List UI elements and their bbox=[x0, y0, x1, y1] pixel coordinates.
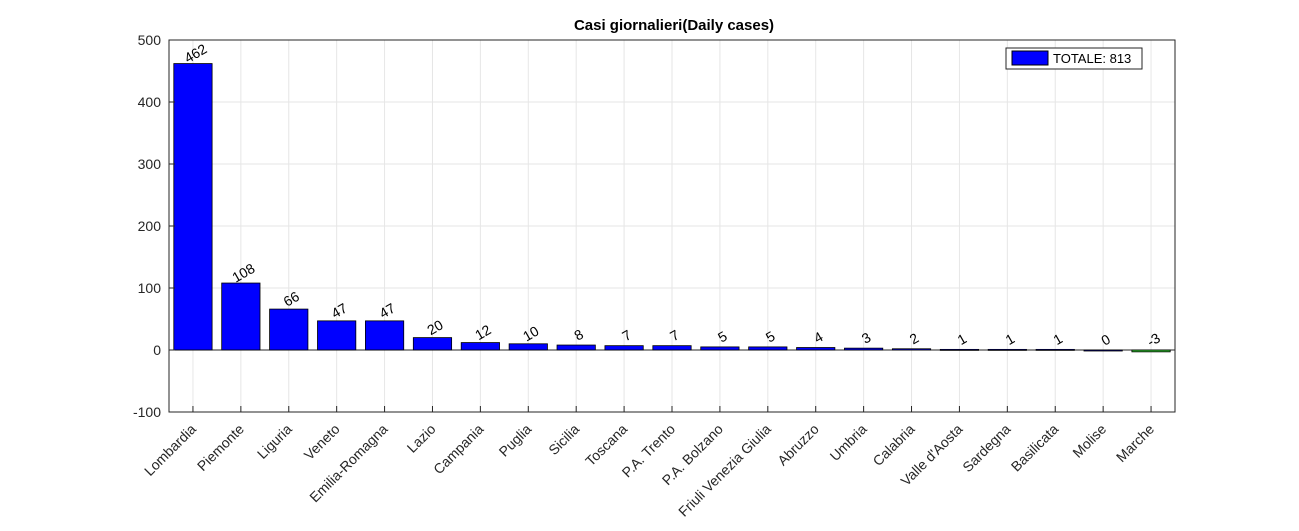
bar-value-label: 47 bbox=[328, 300, 350, 322]
bar-value-label: 0 bbox=[1098, 331, 1113, 349]
bar bbox=[604, 345, 644, 351]
y-tick-label: 0 bbox=[153, 342, 161, 358]
bar bbox=[173, 63, 213, 351]
x-tick-label: Liguria bbox=[254, 421, 295, 462]
bar bbox=[652, 345, 692, 351]
y-tick-label: 300 bbox=[138, 156, 162, 172]
x-tick-label: Sardegna bbox=[959, 421, 1013, 475]
bar bbox=[460, 342, 500, 351]
y-tick-label: 100 bbox=[138, 280, 162, 296]
bar bbox=[317, 320, 357, 351]
bar bbox=[508, 343, 548, 351]
bar-value-label: 4 bbox=[811, 328, 826, 346]
bar bbox=[412, 337, 453, 351]
bar bbox=[1131, 349, 1171, 353]
legend: TOTALE: 813 bbox=[1005, 47, 1143, 70]
bar-value-label: 47 bbox=[376, 300, 398, 322]
chart-title: Casi giornalieri(Daily cases) bbox=[574, 17, 774, 34]
bar bbox=[1035, 348, 1075, 351]
bar bbox=[365, 320, 405, 351]
bar-value-label: 66 bbox=[281, 288, 303, 310]
bar bbox=[748, 346, 788, 351]
bar-value-label: 108 bbox=[229, 260, 257, 286]
legend-label: TOTALE: 813 bbox=[1053, 51, 1131, 66]
bar-value-label: 5 bbox=[763, 328, 778, 346]
x-tick-label: Piemonte bbox=[194, 421, 247, 474]
bar-value-label: 2 bbox=[907, 329, 922, 347]
x-tick-label: Basilicata bbox=[1008, 421, 1062, 475]
grid bbox=[169, 39, 1175, 413]
bar bbox=[700, 346, 740, 351]
x-tick-label: Campania bbox=[430, 421, 487, 478]
bar bbox=[891, 348, 932, 351]
bar-value-label: 5 bbox=[715, 328, 730, 346]
bar bbox=[796, 347, 836, 351]
bar-value-label: 20 bbox=[424, 316, 446, 338]
x-tick-label: Molise bbox=[1069, 421, 1109, 461]
x-tick-label: Marche bbox=[1113, 421, 1157, 465]
y-tick-label: 200 bbox=[138, 218, 162, 234]
bar-value-label: 10 bbox=[520, 323, 542, 345]
bar-value-label: 1 bbox=[1050, 330, 1065, 348]
x-tick-label: Puglia bbox=[496, 421, 535, 460]
y-tick-label: 400 bbox=[138, 94, 162, 110]
legend-swatch bbox=[1011, 50, 1049, 66]
bar bbox=[1083, 349, 1123, 352]
x-tick-label: Lazio bbox=[404, 421, 439, 456]
x-tick-label: Veneto bbox=[301, 421, 343, 463]
bar bbox=[556, 344, 596, 351]
x-tick-label: Abruzzo bbox=[774, 421, 822, 469]
x-tick-label: Calabria bbox=[869, 421, 917, 469]
bar bbox=[987, 348, 1027, 351]
bar bbox=[844, 347, 884, 351]
bar-value-label: 8 bbox=[571, 326, 586, 344]
y-tick-label: -100 bbox=[133, 404, 161, 420]
bars bbox=[173, 63, 1171, 353]
bar bbox=[939, 348, 979, 351]
bar-value-label: 7 bbox=[619, 326, 634, 344]
x-tick-label: Sicilia bbox=[545, 421, 582, 458]
x-tick-label: Umbria bbox=[827, 421, 870, 464]
bar-value-label: 7 bbox=[667, 326, 682, 344]
bar-value-label: 1 bbox=[955, 330, 970, 348]
x-tick-label: Toscana bbox=[582, 421, 630, 469]
bar-value-label: 12 bbox=[472, 321, 494, 343]
y-axis: -100 0 100 200 300 400 500 bbox=[133, 32, 175, 420]
y-tick-label: 500 bbox=[138, 32, 162, 48]
bar bbox=[221, 282, 261, 351]
bar-value-label: 462 bbox=[181, 40, 209, 66]
bar-value-label: 3 bbox=[859, 329, 874, 347]
x-tick-label: Friuli Venezia Giulia bbox=[675, 421, 774, 520]
bar bbox=[269, 308, 309, 351]
bar-value-label: 1 bbox=[1002, 330, 1017, 348]
bar-value-label: -3 bbox=[1144, 330, 1163, 350]
x-tick-label: Lombardia bbox=[141, 421, 199, 479]
